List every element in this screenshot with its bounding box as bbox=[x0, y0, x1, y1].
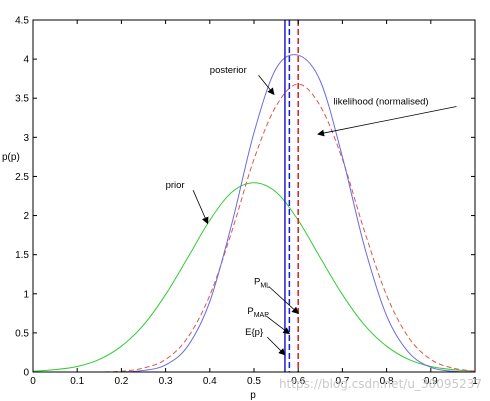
x-tick-label: 0 bbox=[30, 376, 36, 387]
x-tick-label: 0.1 bbox=[70, 376, 84, 387]
y-axis-label: p(p) bbox=[2, 152, 20, 163]
x-axis-label: p bbox=[250, 390, 256, 401]
y-tick-label: 2 bbox=[23, 211, 29, 222]
annotation-arrow-prior bbox=[192, 190, 209, 225]
annotation-arrow-e-p bbox=[267, 336, 286, 356]
annotation-prior: prior bbox=[166, 180, 185, 191]
annotation-arrow-pmap bbox=[266, 315, 291, 335]
annotation-pml: PML bbox=[254, 276, 270, 289]
x-tick-label: 0.3 bbox=[159, 376, 173, 387]
annotation-arrow-likelihood-normalised bbox=[317, 106, 457, 137]
y-tick-label: 0.5 bbox=[15, 328, 29, 339]
y-tick-label: 1.5 bbox=[15, 250, 29, 261]
x-tick-label: 0.7 bbox=[335, 376, 349, 387]
annotation-posterior: posterior bbox=[210, 65, 247, 76]
x-tick-label: 0.6 bbox=[291, 376, 305, 387]
y-tick-label: 4.5 bbox=[15, 16, 29, 27]
y-tick-label: 3 bbox=[23, 133, 29, 144]
y-tick-label: 0 bbox=[23, 368, 29, 379]
axes-frame bbox=[32, 19, 476, 373]
annotation-pmap: PMAP bbox=[247, 306, 269, 319]
annotation-arrow-posterior bbox=[258, 74, 275, 96]
x-tick-label: 0.2 bbox=[114, 376, 128, 387]
plot-area bbox=[33, 20, 475, 372]
annotation-likelihood-normalised: likelihood (normalised) bbox=[334, 96, 429, 107]
series-line-posterior bbox=[33, 54, 475, 372]
x-tick-label: 0.8 bbox=[380, 376, 394, 387]
x-tick-label: 0.9 bbox=[424, 376, 438, 387]
y-tick-label: 3.5 bbox=[15, 94, 29, 105]
annotations: posterior likelihood (normalised) prior PML… bbox=[166, 65, 457, 356]
x-tick-label: 0.5 bbox=[247, 376, 261, 387]
y-tick-label: 2.5 bbox=[15, 172, 29, 183]
axes: 0 0.1 0.2 0.3 0.4 0.5 0.6 0.7 0.8 0.9 1 0 0.5 1 1.5 2 2.… bbox=[15, 16, 478, 388]
y-tick-label: 4 bbox=[23, 55, 29, 66]
x-tick-label: 1 bbox=[472, 376, 478, 387]
annotation-e-p: E{p} bbox=[245, 327, 263, 338]
x-tick-label: 0.4 bbox=[203, 376, 217, 387]
series-line-prior bbox=[33, 182, 475, 372]
watermark: https://blog.csdn.net/u_30095237 bbox=[279, 377, 482, 391]
y-tick-label: 1 bbox=[23, 289, 29, 300]
annotation-arrow-pml bbox=[268, 286, 299, 315]
